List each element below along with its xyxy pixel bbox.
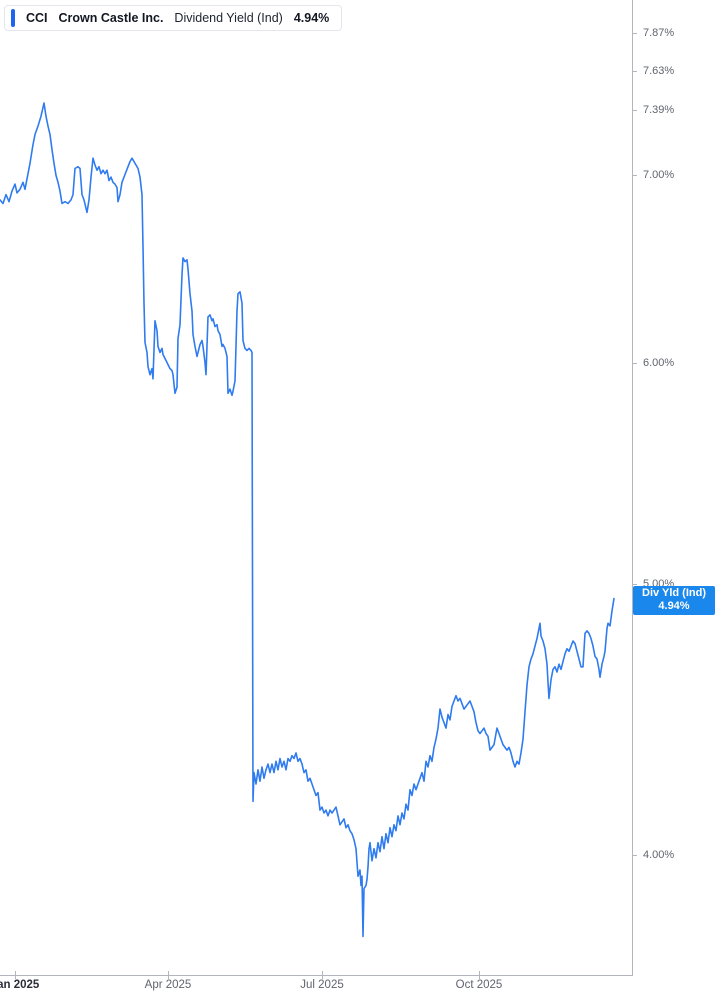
time-axis-tick-label: Apr 2025 bbox=[144, 979, 192, 991]
price-axis-tick-mark bbox=[632, 175, 637, 177]
legend-current-value: 4.94% bbox=[293, 11, 330, 25]
price-axis-tick-label: 6.00% bbox=[643, 356, 675, 369]
price-axis-tick-mark bbox=[632, 109, 637, 111]
price-axis[interactable]: 7.87% 7.63% 7.39% 7.00% 6.00% 5.00% 4.00% Div … bbox=[632, 0, 717, 976]
time-axis[interactable]: Jan 2025 Apr 2025 Jul 2025 Oct 2025 bbox=[0, 971, 717, 1005]
time-axis-tick-mark bbox=[168, 971, 169, 979]
last-value-label-value: 4.94% bbox=[658, 600, 690, 612]
dividend-yield-line-series bbox=[0, 102, 615, 938]
metric-name: Dividend Yield (Ind) bbox=[174, 11, 283, 25]
symbol-legend[interactable]: CCI Crown Castle Inc. Dividend Yield (In… bbox=[4, 5, 343, 31]
price-axis-tick-label: 7.87% bbox=[643, 27, 675, 40]
time-axis-tick-label: Jan 2025 bbox=[0, 979, 40, 991]
time-axis-line bbox=[0, 975, 633, 976]
series-color-bar-icon bbox=[11, 9, 15, 27]
price-axis-tick-mark bbox=[632, 583, 637, 585]
company-name: Crown Castle Inc. bbox=[58, 11, 164, 25]
price-axis-tick-label: 4.00% bbox=[643, 848, 675, 861]
price-axis-tick-mark bbox=[632, 362, 637, 364]
time-axis-tick-mark bbox=[15, 971, 16, 979]
time-axis-tick-label: Jul 2025 bbox=[300, 979, 344, 991]
price-axis-tick-mark bbox=[632, 70, 637, 72]
price-axis-tick-label: 7.00% bbox=[643, 169, 675, 182]
time-axis-tick-mark bbox=[322, 971, 323, 979]
last-value-label-title: Div Yld (Ind) bbox=[642, 587, 706, 599]
price-axis-tick-mark bbox=[632, 854, 637, 856]
price-axis-tick-label: 7.39% bbox=[643, 103, 675, 116]
chart-plot-area[interactable]: CCI Crown Castle Inc. Dividend Yield (In… bbox=[0, 0, 632, 976]
price-axis-tick-label: 7.63% bbox=[643, 64, 675, 77]
symbol-ticker[interactable]: CCI bbox=[26, 11, 48, 25]
series-polyline bbox=[0, 102, 615, 938]
time-axis-tick-label: Oct 2025 bbox=[455, 979, 503, 991]
price-axis-tick-mark bbox=[632, 33, 637, 35]
last-value-label: Div Yld (Ind) 4.94% bbox=[633, 586, 715, 615]
time-axis-tick-mark bbox=[479, 971, 480, 979]
price-axis-line bbox=[632, 0, 633, 976]
